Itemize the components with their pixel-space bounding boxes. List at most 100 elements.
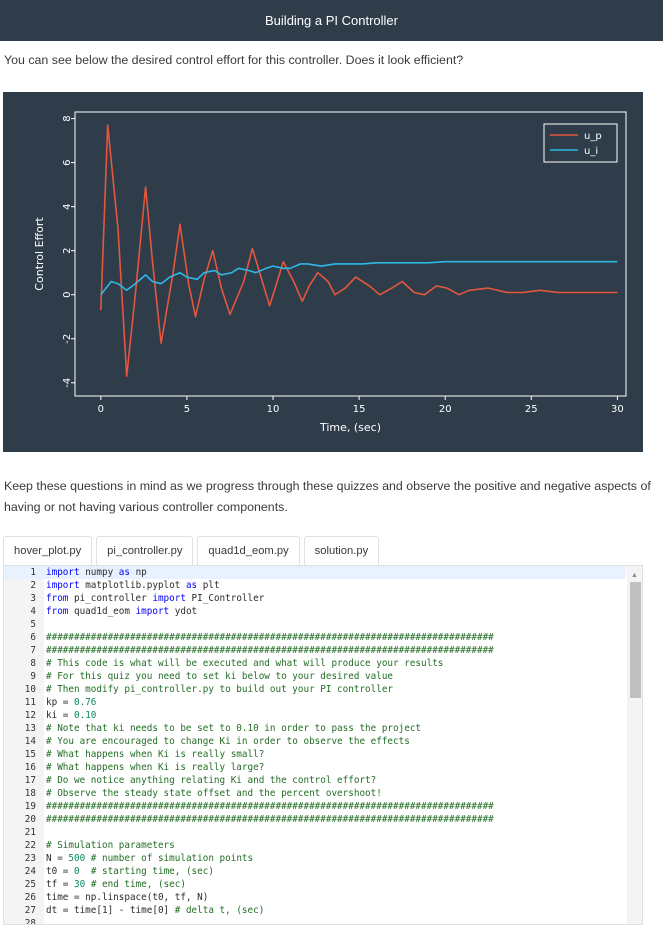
scrollbar-thumb[interactable] xyxy=(630,582,641,698)
x-axis-label: Time, (sec) xyxy=(319,421,381,434)
code-text: # For this quiz you need to set ki below… xyxy=(46,671,394,682)
intro-text: You can see below the desired control ef… xyxy=(4,53,464,67)
series-line-u-p xyxy=(100,124,618,377)
code-line[interactable]: 1 import numpy as np xyxy=(4,566,626,579)
tab-pi-controller[interactable]: pi_controller.py xyxy=(96,536,194,565)
line-number: 18 xyxy=(24,788,36,799)
line-number: 16 xyxy=(24,762,36,773)
code-line[interactable]: 15 # What happens when Ki is really small… xyxy=(4,748,626,761)
tab-quad1d-eom[interactable]: quad1d_eom.py xyxy=(197,536,300,565)
code-text: # What happens when Ki is really small? xyxy=(46,749,265,760)
line-number: 24 xyxy=(24,866,36,877)
code-line[interactable]: 3 from pi_controller import PI_Controller xyxy=(4,592,626,605)
code-line[interactable]: 26 time = np.linspace(t0, tf, N) xyxy=(4,891,626,904)
code-line[interactable]: 12 ki = 0.10 xyxy=(4,709,626,722)
code-text: import numpy as np xyxy=(46,567,147,578)
series-line-u-i xyxy=(100,260,618,296)
line-number: 22 xyxy=(24,840,36,851)
page-title: Building a PI Controller xyxy=(0,0,663,41)
code-line[interactable]: 27 dt = time[1] - time[0] # delta t, (sec… xyxy=(4,904,626,917)
code-line[interactable]: 20 ######################################… xyxy=(4,813,626,826)
x-tick-label: 5 xyxy=(184,404,190,415)
code-text: # This code is what will be executed and… xyxy=(46,658,444,669)
line-number: 5 xyxy=(30,619,36,630)
code-line[interactable]: 18 # Observe the steady state offset and … xyxy=(4,787,626,800)
code-lines: 1 import numpy as np 2 import matplotlib.py… xyxy=(4,566,626,925)
line-number: 21 xyxy=(24,827,36,838)
y-tick-label: -2 xyxy=(62,334,73,344)
line-number: 23 xyxy=(24,853,36,864)
code-line[interactable]: 5 xyxy=(4,618,626,631)
code-text: # Observe the steady state offset and th… xyxy=(46,788,382,799)
code-text: # Do we notice anything relating Ki and … xyxy=(46,775,377,786)
file-tabs: hover_plot.py pi_controller.py quad1d_eo… xyxy=(3,536,380,565)
code-line[interactable]: 24 t0 = 0 # starting time, (sec) xyxy=(4,865,626,878)
code-text: ########################################… xyxy=(46,801,494,812)
code-text xyxy=(40,618,46,631)
code-text: ########################################… xyxy=(46,645,494,656)
code-line[interactable]: 13 # Note that ki needs to be set to 0.10… xyxy=(4,722,626,735)
paragraph-text: Keep these questions in mind as we progr… xyxy=(4,479,651,514)
y-tick-label: -4 xyxy=(62,378,73,388)
code-line[interactable]: 22 # Simulation parameters xyxy=(4,839,626,852)
code-line[interactable]: 16 # What happens when Ki is really large… xyxy=(4,761,626,774)
line-number: 14 xyxy=(24,736,36,747)
y-axis-label: Control Effort xyxy=(33,217,46,291)
code-text: # Note that ki needs to be set to 0.10 i… xyxy=(46,723,422,734)
x-tick-label: 20 xyxy=(439,404,452,415)
code-text: # You are encouraged to change Ki in ord… xyxy=(46,736,410,747)
code-text xyxy=(40,917,46,924)
code-line[interactable]: 11 kp = 0.76 xyxy=(4,696,626,709)
code-line[interactable]: 7 #######################################… xyxy=(4,644,626,657)
line-number: 11 xyxy=(24,697,36,708)
y-tick-label: 8 xyxy=(62,115,73,121)
code-line[interactable]: 9 # For this quiz you need to set ki belo… xyxy=(4,670,626,683)
code-text: ki = 0.10 xyxy=(46,710,97,721)
y-tick-label: 6 xyxy=(62,159,73,165)
code-line[interactable]: 21 xyxy=(4,826,626,839)
editor-scrollbar[interactable]: ▲ xyxy=(627,566,642,924)
code-text xyxy=(40,826,46,839)
line-gutter xyxy=(4,566,44,924)
line-number: 15 xyxy=(24,749,36,760)
code-line[interactable]: 19 ######################################… xyxy=(4,800,626,813)
code-line[interactable]: 4 from quad1d_eom import ydot xyxy=(4,605,626,618)
code-line[interactable]: 17 # Do we notice anything relating Ki an… xyxy=(4,774,626,787)
line-number: 3 xyxy=(30,593,36,604)
code-line[interactable]: 6 #######################################… xyxy=(4,631,626,644)
code-text: import matplotlib.pyplot as plt xyxy=(46,580,220,591)
line-number: 27 xyxy=(24,905,36,916)
code-text: kp = 0.76 xyxy=(46,697,97,708)
code-line[interactable]: 8 # This code is what will be executed an… xyxy=(4,657,626,670)
line-number: 28 xyxy=(24,918,36,925)
line-number: 8 xyxy=(30,658,36,669)
line-number: 20 xyxy=(24,814,36,825)
code-text: t0 = 0 # starting time, (sec) xyxy=(46,866,214,877)
code-line[interactable]: 23 N = 500 # number of simulation points xyxy=(4,852,626,865)
line-number: 10 xyxy=(24,684,36,695)
code-line[interactable]: 2 import matplotlib.pyplot as plt xyxy=(4,579,626,592)
code-line[interactable]: 14 # You are encouraged to change Ki in o… xyxy=(4,735,626,748)
tab-solution[interactable]: solution.py xyxy=(303,536,380,565)
code-text: time = np.linspace(t0, tf, N) xyxy=(46,892,209,903)
line-number: 12 xyxy=(24,710,36,721)
top-bar: Building a PI Controller xyxy=(0,0,663,41)
line-number: 13 xyxy=(24,723,36,734)
code-line[interactable]: 25 tf = 30 # end time, (sec) xyxy=(4,878,626,891)
tab-hover-plot[interactable]: hover_plot.py xyxy=(3,536,93,565)
x-tick-label: 25 xyxy=(525,404,538,415)
scroll-up-arrow-icon[interactable]: ▲ xyxy=(631,572,638,579)
y-tick-label: 4 xyxy=(62,203,73,209)
code-line[interactable]: 10 # Then modify pi_controller.py to buil… xyxy=(4,683,626,696)
code-text: from quad1d_eom import ydot xyxy=(46,606,198,617)
plot-frame xyxy=(74,111,627,397)
x-tick-label: 0 xyxy=(98,404,104,415)
legend-label: u_i xyxy=(584,146,598,157)
x-tick-label: 10 xyxy=(267,404,280,415)
code-line[interactable]: 28 xyxy=(4,917,626,925)
line-number: 4 xyxy=(30,606,36,617)
control-effort-chart: 0 5 10 15 20 25 30 8 6 4 2 0 -2 -4 Time, (sec) Control … xyxy=(3,92,643,452)
code-editor[interactable]: 1 import numpy as np 2 import matplotlib.py… xyxy=(3,565,643,925)
line-number: 19 xyxy=(24,801,36,812)
